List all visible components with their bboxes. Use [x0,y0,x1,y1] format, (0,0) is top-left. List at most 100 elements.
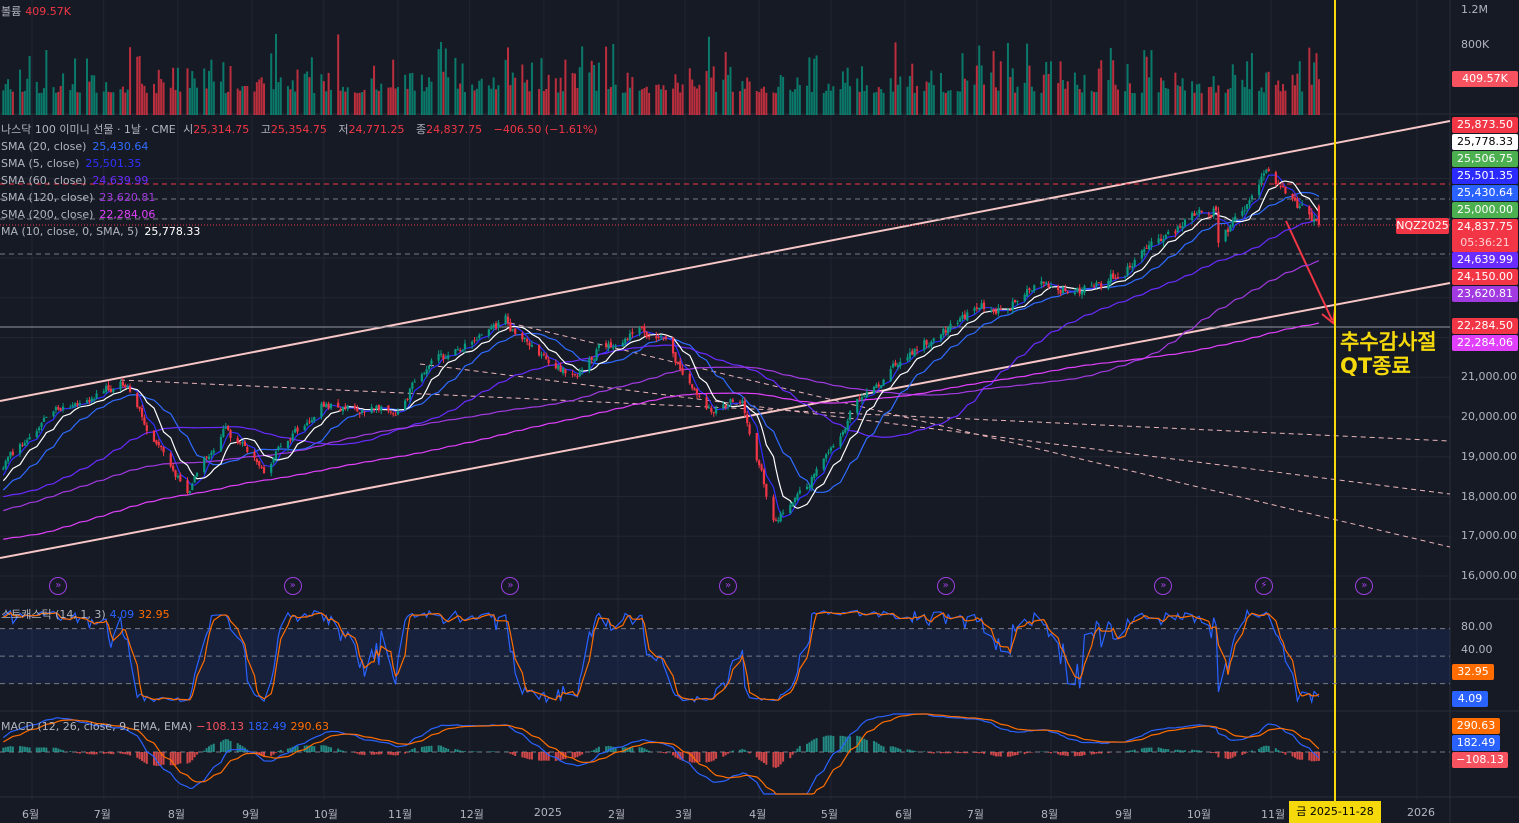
volume-bar [727,74,730,115]
macd-hist-bar [593,749,596,752]
candle [471,341,474,345]
macd-hist-bar [538,752,541,761]
event-marker-icon[interactable]: ⚡ [1254,577,1273,595]
candle [411,382,414,389]
macd-hist-bar [313,746,316,752]
price-tag-value: 25,506.75 [1457,152,1513,165]
volume-bar [629,87,631,115]
candle [93,399,96,401]
candle [207,456,211,459]
volume-bar [846,67,849,115]
macd-hist-bar [992,752,995,756]
volume-bar [777,86,780,115]
price-tag: 22,284.50 [1452,318,1518,334]
macd-hist-bar [1293,752,1296,758]
macd-hist-bar [980,752,983,754]
volume-bar [129,47,132,115]
macd-hist-bar [755,752,758,758]
macd-hist-bar [554,752,557,761]
volume-bar [581,46,584,116]
volume-bar [1057,83,1060,115]
x-axis-label: 10월 [313,808,338,821]
annotation-text[interactable]: 추수감사절 QT종료 [1340,330,1437,378]
macd-hist-bar [526,752,529,759]
volume-bar [413,90,416,115]
indicator-value: 22,284.06 [99,208,156,221]
macd-hist-value: −108.13 [196,720,244,733]
candle [877,384,880,387]
macd-hist-bar [143,752,146,763]
candle [844,428,847,433]
candle [1212,208,1215,216]
volume-bar [1145,56,1148,115]
event-marker-icon[interactable]: » [501,577,520,595]
macd-hist-bar [961,752,964,753]
volume-bar [425,87,428,115]
candle [1092,285,1096,287]
candle [1107,280,1110,289]
volume-bar [1291,74,1294,115]
macd-hist-bar [196,752,199,755]
candle [157,442,160,446]
macd-hist-bar [1284,752,1287,755]
macd-hist-bar [648,750,651,752]
candle [18,444,22,454]
candle [571,373,574,375]
candle [1126,266,1129,276]
candle [480,334,483,336]
volume-bar [341,86,344,115]
volume-bar [715,91,718,115]
event-marker-icon[interactable]: » [936,577,955,595]
volume-bar [208,70,211,115]
macd-hist-bar [23,746,26,752]
macd-hist-bar [629,747,631,752]
event-marker-icon[interactable]: » [1355,577,1374,595]
macd-hist-bar [880,745,883,752]
volume-bar [1262,92,1265,115]
macd-hist-bar [272,752,275,755]
macd-hist-bar [999,752,1002,757]
volume-bar [404,74,407,115]
macd-hist-bar [712,752,715,761]
macd-hist-bar [1210,752,1213,753]
volume-bar [487,85,490,115]
event-marker-icon[interactable]: » [1154,577,1173,595]
candle [693,388,696,391]
macd-hist-bar [396,752,399,756]
macd-hist-bar [45,747,48,752]
candle [908,352,911,359]
volume-bar [681,84,684,115]
macd-hist-bar [219,741,222,752]
volume-bar [174,89,177,115]
macd-hist-bar [1183,750,1186,752]
volume-bar [1107,80,1110,115]
dashed-trendline [419,363,1451,495]
macd-hist-bar [1231,752,1234,758]
candle [856,398,859,413]
sma-line-10 [2,180,1320,509]
candle [4,461,7,469]
candle [980,303,983,309]
volume-bar [1243,87,1246,115]
macd-hist-bar [1145,747,1148,752]
candle [638,328,641,334]
event-marker-icon[interactable]: » [283,577,302,595]
volume-bar [255,82,258,115]
macd-hist-bar [863,738,866,752]
event-marker-icon[interactable]: » [719,577,738,595]
candle [609,342,612,348]
candle [604,343,608,348]
candle [796,493,799,500]
volume-bar [806,85,809,115]
macd-hist-bar [95,752,98,755]
candle [839,436,842,447]
candle [1214,206,1218,211]
macd-hist-bar [339,749,342,752]
candle [595,349,598,361]
candle [1207,213,1210,215]
event-marker-icon[interactable]: » [49,577,68,595]
candle [1109,274,1112,283]
volume-bar [1073,72,1076,115]
volume-bar [71,84,74,115]
